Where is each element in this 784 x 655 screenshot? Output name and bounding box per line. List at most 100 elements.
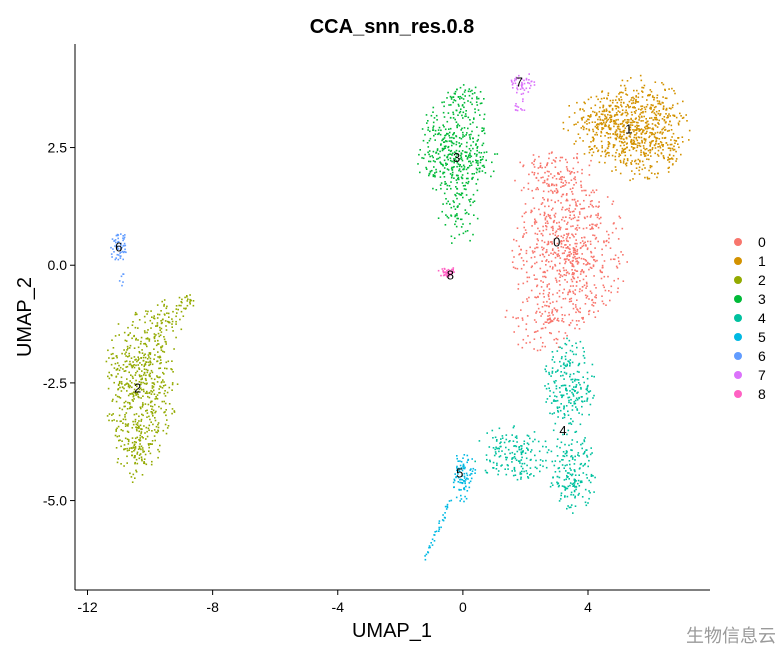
data-point xyxy=(601,119,604,121)
data-point xyxy=(624,87,627,90)
data-point xyxy=(559,460,561,463)
data-point xyxy=(115,257,117,259)
data-point xyxy=(561,464,564,466)
data-point xyxy=(429,130,431,133)
data-point xyxy=(468,154,470,156)
data-point xyxy=(153,358,155,360)
data-point xyxy=(132,394,135,397)
data-point xyxy=(569,363,571,365)
data-point xyxy=(514,109,517,111)
data-point xyxy=(544,212,546,215)
data-point xyxy=(551,249,554,251)
data-point xyxy=(585,245,587,247)
data-point xyxy=(564,244,566,246)
data-point xyxy=(141,404,144,406)
data-point xyxy=(569,375,571,378)
data-point xyxy=(145,463,148,466)
data-point xyxy=(457,217,459,220)
data-point xyxy=(159,362,161,365)
data-point xyxy=(168,386,171,389)
data-point xyxy=(448,270,451,272)
data-point xyxy=(606,230,608,233)
data-point xyxy=(514,82,517,85)
data-point xyxy=(555,279,558,281)
data-point xyxy=(542,281,544,283)
data-point xyxy=(124,384,126,386)
data-point xyxy=(646,178,649,180)
data-point xyxy=(540,176,542,179)
data-point xyxy=(572,456,574,459)
data-point xyxy=(572,512,574,514)
data-point xyxy=(595,126,598,129)
data-point xyxy=(189,299,192,302)
data-point xyxy=(558,476,561,479)
data-point xyxy=(561,206,564,209)
data-point xyxy=(551,268,554,270)
data-point xyxy=(526,276,529,279)
data-point xyxy=(464,485,467,488)
data-point xyxy=(137,364,139,366)
data-point xyxy=(551,162,553,164)
cluster-label-0: 0 xyxy=(553,235,560,250)
data-point xyxy=(425,166,427,169)
data-point xyxy=(139,434,142,437)
data-point xyxy=(506,456,508,459)
data-point xyxy=(532,163,535,166)
data-point xyxy=(448,153,451,155)
data-point xyxy=(142,360,145,362)
data-point xyxy=(669,143,672,146)
data-point xyxy=(662,108,665,110)
data-point xyxy=(154,439,156,442)
data-point xyxy=(460,226,463,228)
data-point xyxy=(452,113,455,116)
data-point xyxy=(574,402,577,405)
data-point xyxy=(548,373,551,376)
data-point xyxy=(450,206,453,209)
data-point xyxy=(131,392,133,395)
data-point xyxy=(561,320,563,322)
data-point xyxy=(614,132,617,134)
data-point xyxy=(567,129,569,132)
data-point xyxy=(437,217,440,219)
data-point xyxy=(637,158,640,161)
data-point xyxy=(421,157,423,159)
data-point xyxy=(434,160,436,163)
data-point xyxy=(140,420,142,422)
data-point xyxy=(573,253,575,256)
data-point xyxy=(543,296,545,298)
data-point xyxy=(166,320,169,323)
data-point xyxy=(138,388,141,391)
data-point xyxy=(607,241,610,244)
data-point xyxy=(566,393,568,395)
data-point xyxy=(157,426,160,429)
data-point xyxy=(442,271,445,274)
data-point xyxy=(525,77,528,80)
data-point xyxy=(127,439,130,441)
data-point xyxy=(657,112,660,115)
data-point xyxy=(577,482,579,485)
data-point xyxy=(543,241,546,244)
data-point xyxy=(624,154,627,157)
data-point xyxy=(674,142,676,144)
data-point xyxy=(542,460,544,462)
data-point xyxy=(582,271,585,274)
data-point xyxy=(666,116,668,119)
data-point xyxy=(569,362,571,364)
data-point xyxy=(581,442,584,445)
chart-title: CCA_snn_res.0.8 xyxy=(310,16,475,38)
data-point xyxy=(519,473,521,475)
data-point xyxy=(448,131,451,134)
data-point xyxy=(641,96,644,98)
data-point xyxy=(610,120,613,123)
data-point xyxy=(447,200,449,203)
data-point xyxy=(535,296,538,299)
data-point xyxy=(583,357,586,359)
data-point xyxy=(549,216,551,219)
data-point xyxy=(481,165,484,167)
data-point xyxy=(575,140,577,143)
data-point xyxy=(620,137,622,140)
data-point xyxy=(614,99,617,101)
data-point xyxy=(460,97,463,99)
data-point xyxy=(551,372,554,374)
data-point xyxy=(141,406,144,408)
